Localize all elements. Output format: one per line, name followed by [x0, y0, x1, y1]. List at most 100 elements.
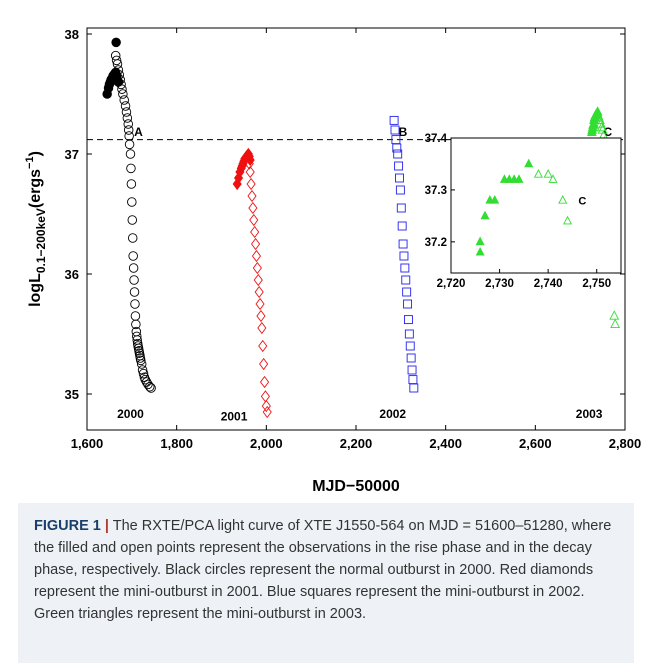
x-tick-label: 2,400: [429, 436, 462, 451]
y-label-main: logL: [27, 273, 44, 307]
inset-filled-triangle: [524, 158, 534, 168]
figure-caption: FIGURE 1 | The RXTE/PCA light curve of X…: [18, 503, 634, 663]
diamond-point: [257, 321, 267, 335]
diamond-point: [248, 201, 258, 215]
x-tick-label: 2,000: [250, 436, 283, 451]
circle-point: [145, 382, 155, 392]
inset-filled-triangle: [514, 174, 524, 183]
square-point: [393, 149, 403, 159]
circle-point: [120, 101, 131, 111]
diamond-point: [259, 375, 270, 389]
circle-point: [128, 263, 139, 273]
diamond-point: [253, 273, 263, 287]
inset-filled-triangle: [490, 195, 500, 204]
circle-point: [116, 79, 126, 90]
circle-point: [138, 368, 149, 379]
circle-point: [117, 84, 127, 94]
diamond-point: [258, 339, 268, 353]
threshold-label: B: [399, 125, 408, 139]
circle-point: [126, 163, 136, 174]
diamond-point: [252, 261, 262, 275]
y-label-sup: −1: [24, 156, 36, 169]
square-point: [404, 315, 413, 325]
inset-filled-triangle: [475, 246, 485, 256]
year-label: 2001: [221, 409, 248, 423]
diamond-point: [250, 225, 260, 239]
inset-y-tick-label: 37.2: [425, 237, 447, 249]
x-tick-label: 2,600: [519, 436, 552, 451]
circle-point: [127, 197, 137, 207]
inset-x-tick-label: 2,740: [534, 278, 563, 290]
diamond-point: [246, 177, 256, 191]
year-label: 2003: [576, 407, 603, 421]
diamond-point: [251, 237, 261, 251]
circle-point: [137, 365, 148, 375]
circle-point: [129, 287, 140, 297]
caption-label: FIGURE 1: [34, 518, 101, 534]
square-point: [404, 329, 414, 339]
circle-point: [124, 139, 135, 150]
triangle-point: [610, 318, 621, 329]
square-point: [395, 185, 405, 195]
square-point: [395, 173, 404, 183]
circle-point: [140, 374, 151, 385]
inset-filled-triangle: [475, 236, 485, 246]
square-point: [398, 239, 408, 249]
inset-y-tick-label: 37.4: [425, 133, 448, 145]
diamond-point: [247, 189, 257, 203]
x-tick-label: 2,200: [340, 436, 373, 451]
y-tick-label: 38: [65, 27, 79, 42]
circle-point: [127, 233, 138, 243]
inset-open-triangle: [558, 195, 568, 204]
x-axis-label: MJD−50000: [312, 478, 400, 495]
x-tick-label: 1,600: [71, 436, 104, 451]
circle-point: [115, 74, 125, 85]
square-point: [392, 143, 402, 153]
circle-point: [113, 65, 124, 75]
diamond-point: [249, 213, 259, 227]
inset-label: C: [578, 195, 586, 207]
circle-point: [119, 95, 129, 105]
circle-point: [112, 59, 123, 69]
diamond-point: [256, 309, 266, 323]
y-label-close: ): [27, 151, 44, 156]
square-point: [396, 203, 406, 213]
circle-point: [143, 379, 153, 390]
x-tick-label: 2,800: [609, 436, 642, 451]
threshold-label: C: [603, 125, 612, 139]
annotations: A B C 2000 2001 2002 2003: [117, 125, 612, 423]
diamond-point: [261, 399, 271, 413]
circle-point: [130, 299, 140, 309]
square-point: [390, 125, 400, 135]
caption-separator: |: [104, 518, 109, 534]
square-point: [403, 299, 413, 309]
square-point: [399, 251, 409, 261]
inset-open-triangle: [533, 169, 543, 178]
circle-point: [129, 275, 139, 285]
inset-filled-triangle: [480, 210, 490, 220]
inset-x-tick-label: 2,720: [437, 278, 466, 290]
inset-box: [450, 137, 622, 274]
diamond-point: [255, 297, 265, 311]
x-axis-ticks: 1,600 1,800 2,000 2,200 2,400 2,600 2,800: [71, 28, 642, 451]
inset-open-triangle: [563, 215, 573, 225]
diamond-point: [245, 165, 255, 179]
circle-point: [128, 251, 138, 261]
caption-text: The RXTE/PCA light curve of XTE J1550-56…: [34, 518, 612, 622]
y-tick-label: 35: [65, 387, 79, 402]
diamond-point: [259, 357, 269, 371]
y-axis-label: logL0.1−200keV(ergs−1): [24, 151, 48, 307]
circle-point: [136, 359, 147, 369]
square-point: [406, 353, 416, 363]
circle-point: [136, 355, 146, 366]
year-label: 2002: [379, 407, 406, 421]
y-tick-label: 37: [65, 147, 79, 162]
circle-point: [123, 125, 134, 135]
circle-point: [114, 70, 125, 80]
inset-open-triangle: [543, 169, 553, 178]
square-point: [400, 263, 410, 273]
diamond-point: [251, 249, 262, 263]
triangle-point: [595, 118, 606, 128]
inset-x-tick-label: 2,750: [582, 278, 611, 290]
